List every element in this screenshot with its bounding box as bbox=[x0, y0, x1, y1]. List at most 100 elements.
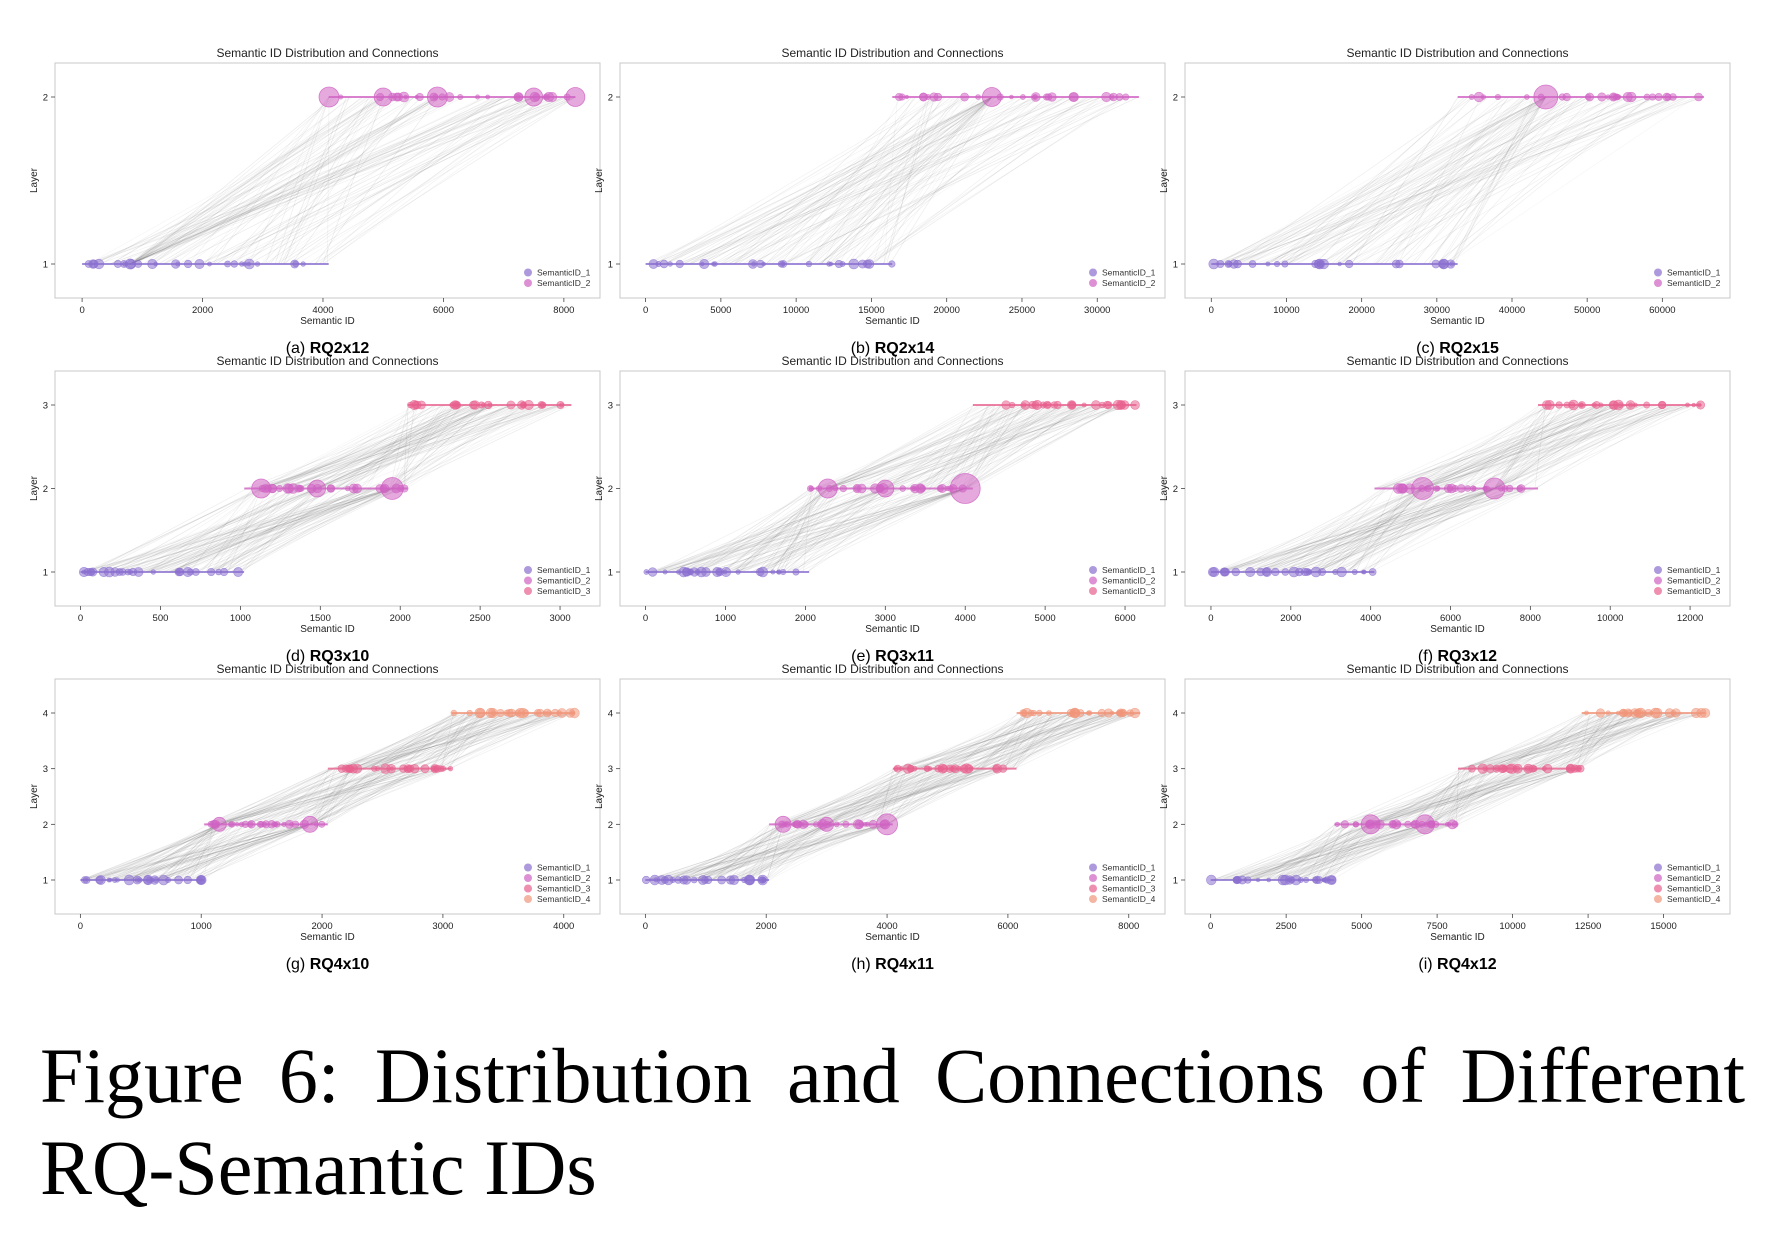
connection-line bbox=[1352, 96, 1658, 265]
connection-line bbox=[1422, 404, 1565, 489]
series-SemanticID_3 bbox=[892, 763, 1017, 774]
id-point bbox=[1605, 710, 1611, 716]
x-tick-label: 30000 bbox=[1424, 305, 1450, 316]
connection-line bbox=[1288, 96, 1508, 265]
connection-line bbox=[1448, 768, 1474, 825]
connection-line bbox=[1298, 824, 1373, 881]
id-point bbox=[281, 821, 287, 827]
connection-line bbox=[1564, 712, 1635, 769]
connection-line bbox=[305, 768, 396, 825]
connection-line bbox=[291, 96, 412, 265]
connection-line bbox=[759, 488, 966, 573]
id-point bbox=[134, 260, 143, 268]
connection-line bbox=[1362, 488, 1496, 573]
hub-point bbox=[211, 816, 227, 832]
connection-line bbox=[783, 768, 985, 825]
connection-line bbox=[213, 768, 405, 825]
connection-line bbox=[99, 488, 369, 573]
connection-line bbox=[275, 768, 357, 825]
connection-line bbox=[1501, 404, 1692, 489]
connection-line bbox=[757, 824, 775, 881]
x-tick-label: 0 bbox=[1208, 613, 1213, 624]
connection-line bbox=[1239, 488, 1447, 573]
x-tick-label: 2000 bbox=[311, 921, 332, 932]
connection-line bbox=[1341, 96, 1527, 265]
id-point bbox=[536, 708, 545, 718]
id-point bbox=[1310, 566, 1322, 578]
connection-line bbox=[923, 712, 1111, 770]
connection-line bbox=[402, 712, 552, 769]
connection-line bbox=[130, 96, 364, 265]
id-point bbox=[345, 485, 351, 492]
id-point bbox=[711, 261, 717, 267]
connection-line bbox=[239, 488, 374, 573]
connection-line bbox=[856, 96, 954, 265]
connection-line bbox=[1265, 96, 1576, 265]
connection-line bbox=[872, 96, 928, 265]
connection-line bbox=[281, 404, 514, 489]
connection-line bbox=[1476, 404, 1656, 489]
connection-line bbox=[1422, 404, 1626, 489]
connection-line bbox=[1296, 488, 1423, 573]
connection-line bbox=[281, 768, 399, 825]
connection-line bbox=[200, 96, 564, 265]
connection-line bbox=[1527, 404, 1623, 489]
connection-line bbox=[341, 404, 518, 489]
connection-line bbox=[1580, 712, 1605, 769]
connection-line bbox=[1295, 824, 1407, 881]
connection-line bbox=[1288, 96, 1676, 265]
chart-panel-3: Semantic ID Distribution and Connections… bbox=[1159, 46, 1731, 357]
connection-line bbox=[1233, 824, 1355, 881]
connection-line bbox=[883, 96, 993, 265]
connection-line bbox=[1290, 488, 1452, 573]
connection-line bbox=[663, 96, 1044, 265]
connection-line bbox=[728, 824, 784, 881]
connection-line bbox=[250, 404, 560, 489]
id-point bbox=[888, 260, 896, 268]
connection-line bbox=[1261, 96, 1657, 265]
connection-line bbox=[827, 404, 1007, 489]
connection-line bbox=[407, 712, 506, 769]
connection-line bbox=[110, 96, 384, 265]
connection-line bbox=[265, 96, 497, 265]
connection-line bbox=[1558, 712, 1608, 769]
x-tick-label: 500 bbox=[153, 613, 169, 624]
connection-line bbox=[806, 768, 898, 825]
id-point bbox=[175, 261, 181, 267]
hub-point bbox=[318, 86, 340, 108]
connection-line bbox=[702, 824, 784, 881]
connection-line bbox=[220, 768, 361, 825]
id-point bbox=[1492, 764, 1501, 773]
id-point bbox=[868, 819, 878, 829]
connection-line bbox=[1407, 768, 1556, 825]
connection-line bbox=[883, 96, 935, 265]
id-point bbox=[1664, 93, 1672, 101]
id-point bbox=[106, 877, 112, 883]
y-tick-label: 2 bbox=[43, 93, 48, 104]
series-SemanticID_1 bbox=[645, 258, 896, 270]
connection-line bbox=[1494, 404, 1554, 489]
connection-line bbox=[1349, 768, 1540, 825]
connection-line bbox=[681, 824, 798, 881]
connection-line bbox=[1352, 768, 1545, 825]
connections bbox=[1211, 712, 1704, 881]
connection-line bbox=[308, 404, 466, 489]
connection-line bbox=[780, 768, 982, 825]
connection-line bbox=[1403, 96, 1547, 265]
connection-line bbox=[103, 488, 318, 573]
connection-line bbox=[1347, 488, 1423, 573]
connection-line bbox=[971, 712, 1048, 769]
connection-line bbox=[161, 824, 222, 881]
connection-line bbox=[732, 488, 920, 573]
connection-line bbox=[712, 824, 784, 881]
connection-line bbox=[1370, 768, 1492, 825]
connection-line bbox=[130, 96, 405, 265]
connection-line bbox=[826, 768, 904, 825]
connection-line bbox=[1520, 404, 1648, 489]
connection-line bbox=[1342, 488, 1495, 573]
connection-line bbox=[1538, 712, 1673, 769]
connection-line bbox=[219, 768, 332, 825]
connection-line bbox=[700, 96, 965, 265]
connection-line bbox=[826, 768, 967, 825]
id-point bbox=[1643, 401, 1651, 409]
